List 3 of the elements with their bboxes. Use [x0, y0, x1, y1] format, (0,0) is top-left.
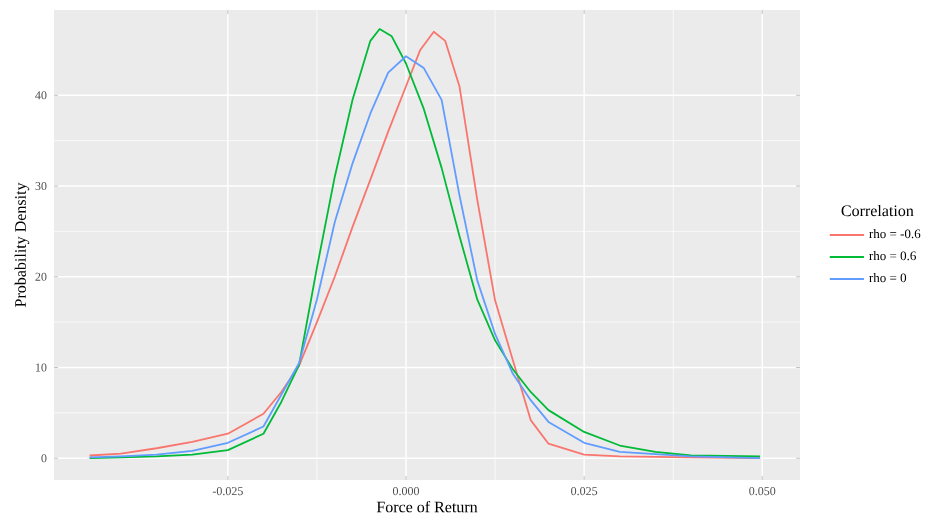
x-axis-title: Force of Return: [376, 500, 478, 513]
legend-title: Correlation: [841, 204, 914, 217]
y-axis-title: Probability Density: [14, 182, 30, 307]
